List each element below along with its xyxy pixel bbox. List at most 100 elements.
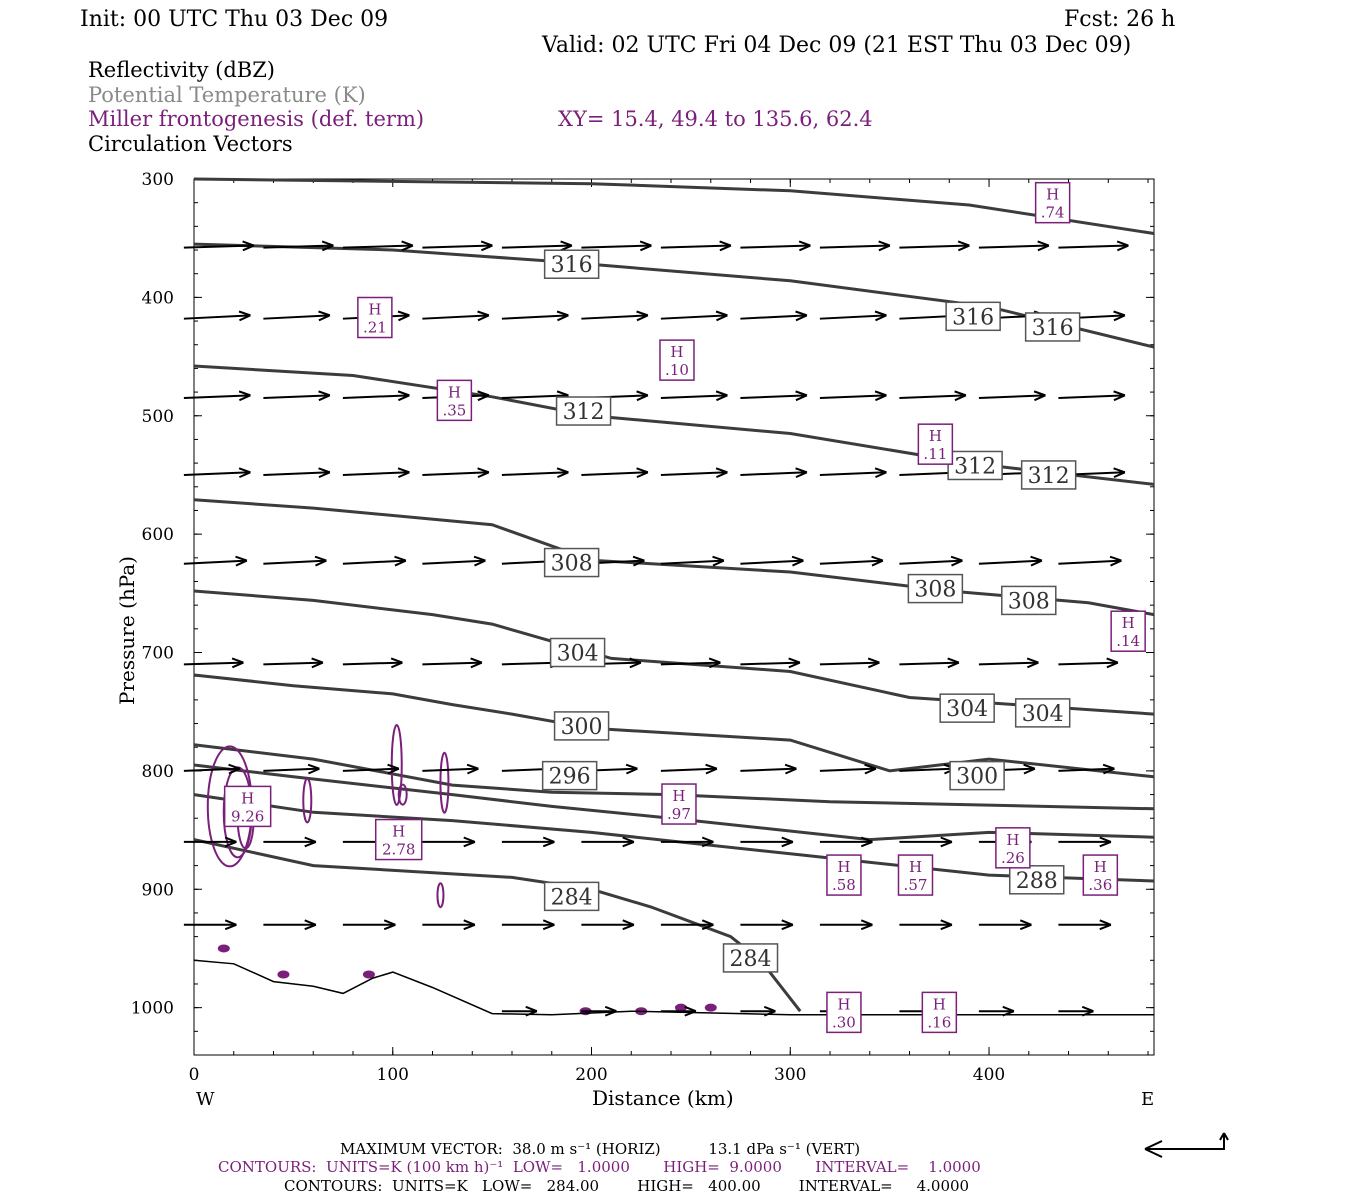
svg-text:312: 312 [954, 454, 996, 479]
circulation-vector [819, 240, 891, 252]
forecast-hour: Fcst: 26 h [1064, 7, 1175, 32]
reflectivity-blob [362, 970, 375, 979]
circulation-vector [740, 555, 804, 567]
circulation-vector [342, 919, 396, 931]
svg-text:H: H [909, 858, 922, 876]
theta-contour-316 [193, 242, 1155, 349]
x-axis: 0 100 200 300 400 [189, 179, 1149, 1085]
circulation-vector [501, 836, 555, 848]
fronto-contour-note: CONTOURS: UNITS=K (100 km h)⁻¹ LOW= 1.00… [218, 1158, 981, 1176]
circulation-vector [1058, 657, 1119, 669]
circulation-vector [660, 919, 714, 931]
theta-label: 312 [555, 396, 612, 426]
x-axis-label: Distance (km) [592, 1086, 734, 1110]
reflectivity-blob [217, 944, 230, 953]
fronto-high-marker: H.97 [661, 783, 697, 825]
circulation-vector [660, 390, 728, 402]
theta-label: 316 [945, 301, 1001, 332]
svg-text:H: H [837, 858, 850, 876]
svg-text:.74: .74 [1041, 204, 1065, 222]
circulation-vector [899, 836, 953, 848]
circulation-vector [501, 467, 569, 479]
svg-text:H: H [368, 301, 381, 319]
circulation-vector [899, 240, 970, 252]
svg-text:H: H [392, 823, 405, 841]
svg-text:H: H [929, 427, 942, 445]
svg-text:316: 316 [551, 253, 593, 278]
max-vector-note: MAXIMUM VECTOR: 38.0 m s⁻¹ (HORIZ) 13.1 … [340, 1140, 860, 1158]
circulation-vector [422, 310, 490, 322]
theta-label: 304 [1014, 698, 1071, 728]
circulation-vector [1058, 555, 1122, 567]
svg-text:H: H [670, 343, 683, 361]
circulation-vector [183, 240, 255, 252]
x-tick-label: 200 [575, 1065, 607, 1085]
circulation-vector [342, 240, 414, 252]
circulation-vector [342, 555, 407, 567]
fronto-contour [436, 882, 445, 909]
circulation-vector [819, 657, 880, 669]
terrain-line [193, 959, 1154, 1016]
circulation-vector [581, 919, 635, 931]
circulation-vector [1058, 763, 1115, 775]
circulation-vector [1058, 390, 1126, 402]
fronto-high-marker: H.30 [826, 991, 862, 1034]
fronto-high-marker: H.26 [995, 827, 1031, 869]
fronto-high-marker: H.57 [897, 854, 934, 896]
svg-text:H: H [933, 995, 946, 1013]
circulation-vector [422, 555, 486, 567]
circulation-vector [1058, 836, 1112, 848]
reflectivity-blob [704, 1003, 717, 1012]
circulation-vector [581, 836, 635, 848]
svg-text:.11: .11 [923, 445, 947, 463]
svg-text:.36: .36 [1088, 876, 1112, 894]
circulation-vector [581, 1005, 617, 1017]
circulation-vector [819, 467, 887, 479]
theta-label: 308 [543, 547, 600, 578]
fronto-high-marker: H9.26 [223, 785, 272, 828]
x-tick-label: 300 [774, 1065, 806, 1085]
field-frontogenesis: Miller frontogenesis (def. term) [88, 107, 424, 131]
svg-text:.35: .35 [442, 401, 466, 419]
fronto-contour [302, 777, 313, 824]
theta-contour-296 [193, 743, 1155, 811]
west-label: W [196, 1089, 215, 1110]
x-tick-label: 0 [189, 1065, 200, 1085]
fronto-high-marker: H.16 [921, 991, 958, 1034]
circulation-vector [422, 836, 476, 848]
reflectivity-blob [674, 1003, 687, 1012]
circulation-vector [183, 919, 237, 931]
circulation-vector [263, 240, 334, 252]
svg-text:296: 296 [549, 765, 591, 790]
svg-text:.10: .10 [665, 361, 689, 379]
theta-label: 300 [949, 760, 1005, 791]
circulation-vector [899, 555, 963, 567]
theta-label: 300 [553, 711, 610, 741]
theta-label: 284 [722, 943, 779, 973]
fronto-high-marker: H.74 [1034, 181, 1071, 224]
circulation-vector [263, 919, 317, 931]
circulation-vector [183, 390, 251, 402]
svg-text:308: 308 [1008, 589, 1050, 614]
circulation-vector [740, 657, 801, 669]
terrain-surface [193, 959, 1154, 1016]
fronto-high-marker: H.11 [917, 423, 954, 465]
circulation-vector [660, 240, 732, 252]
circulation-vector [263, 836, 317, 848]
circulation-vector [263, 390, 331, 402]
svg-text:H: H [1122, 614, 1135, 632]
circulation-vector [660, 657, 721, 669]
svg-text:312: 312 [1028, 464, 1070, 489]
theta-label: 308 [1001, 585, 1057, 616]
y-tick-label: 900 [142, 880, 174, 900]
svg-text:H: H [1006, 831, 1019, 849]
frontogenesis-contours [206, 723, 717, 1016]
theta-contour-308 [193, 498, 1155, 617]
circulation-vector [978, 555, 1043, 567]
y-tick-label: 700 [142, 644, 174, 664]
theta-contour-300 [193, 673, 1155, 779]
circulation-vector [819, 763, 877, 775]
circulation-vector [342, 763, 400, 775]
svg-text:308: 308 [914, 578, 956, 603]
theta-label: 284 [543, 881, 600, 912]
